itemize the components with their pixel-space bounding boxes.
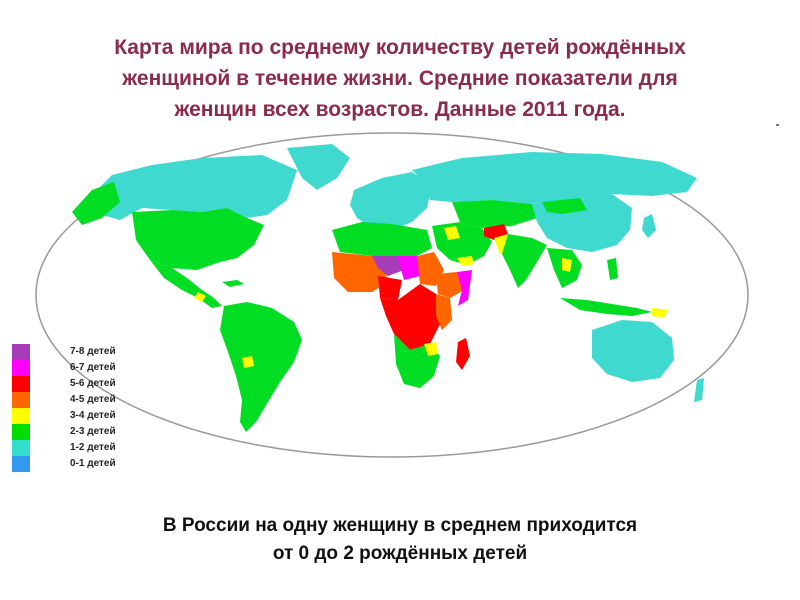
region-indonesia bbox=[560, 298, 652, 316]
region-greenland bbox=[287, 144, 350, 190]
region-europe bbox=[350, 172, 432, 230]
region-north-africa bbox=[332, 222, 432, 256]
region-bolivia bbox=[242, 356, 254, 368]
region-somalia bbox=[457, 270, 472, 306]
footer-line-1: В России на одну женщину в среднем прихо… bbox=[162, 515, 638, 536]
region-west-africa bbox=[332, 252, 388, 292]
legend-swatch-1-2 bbox=[12, 440, 30, 456]
title-line-1: Карта мира по среднему количеству детей … bbox=[114, 36, 686, 59]
region-zambia bbox=[424, 342, 438, 356]
region-chad bbox=[397, 256, 420, 280]
region-east-africa-lakes bbox=[436, 294, 452, 330]
legend-label-6-7: 6-7 детей bbox=[70, 362, 116, 373]
legend-swatch-6-7 bbox=[12, 360, 30, 376]
legend-label-1-2: 1-2 детей bbox=[70, 442, 116, 453]
title-line-3: женщин всех возрастов. Данные 2011 года. bbox=[174, 98, 626, 121]
region-alaska bbox=[72, 182, 120, 225]
legend-label-4-5: 4-5 детей bbox=[70, 394, 116, 405]
region-new-zealand bbox=[694, 378, 704, 402]
legend-swatch-5-6 bbox=[12, 376, 30, 392]
region-philippines bbox=[607, 258, 618, 280]
region-madagascar bbox=[456, 338, 470, 370]
region-central-asia bbox=[452, 200, 537, 228]
decorative-dot bbox=[776, 124, 779, 126]
legend-label-5-6: 5-6 детей bbox=[70, 378, 116, 389]
region-laos bbox=[562, 258, 572, 272]
legend-label-7-8: 7-8 детей bbox=[70, 346, 116, 357]
region-south-america bbox=[220, 302, 302, 432]
legend-swatch-2-3 bbox=[12, 424, 30, 440]
region-mali-niger bbox=[372, 256, 404, 276]
footer-caption: В России на одну женщину в среднем прихо… bbox=[40, 512, 760, 568]
legend-label-0-1: 0-1 детей bbox=[70, 458, 116, 469]
legend-swatch-0-1 bbox=[12, 456, 30, 472]
region-russia bbox=[412, 152, 697, 204]
legend-label-3-4: 3-4 детей bbox=[70, 410, 116, 421]
legend-swatch-4-5 bbox=[12, 392, 30, 408]
region-iraq bbox=[444, 226, 460, 240]
region-usa bbox=[132, 208, 264, 270]
page-title: Карта мира по среднему количеству детей … bbox=[20, 32, 780, 125]
region-caribbean bbox=[222, 280, 244, 287]
region-central-africa bbox=[380, 284, 442, 350]
region-png bbox=[652, 308, 668, 318]
region-mongolia bbox=[542, 198, 587, 214]
legend-swatch-7-8 bbox=[12, 344, 30, 360]
region-india bbox=[502, 234, 547, 288]
title-line-2: женщиной в течение жизни. Средние показа… bbox=[122, 67, 678, 90]
region-guatemala bbox=[194, 292, 206, 302]
region-yemen bbox=[457, 256, 474, 266]
region-canada bbox=[87, 155, 297, 220]
region-nigeria bbox=[378, 276, 402, 300]
region-japan bbox=[642, 214, 656, 238]
legend-label-2-3: 2-3 детей bbox=[70, 426, 116, 437]
legend-swatch-3-4 bbox=[12, 408, 30, 424]
region-australia bbox=[592, 320, 674, 382]
world-fertility-map bbox=[35, 132, 749, 458]
footer-line-2: от 0 до 2 рождённых детей bbox=[272, 543, 528, 564]
legend: 7-8 детей 6-7 детей 5-6 детей 4-5 детей … bbox=[12, 344, 172, 474]
region-ethiopia bbox=[436, 272, 464, 298]
